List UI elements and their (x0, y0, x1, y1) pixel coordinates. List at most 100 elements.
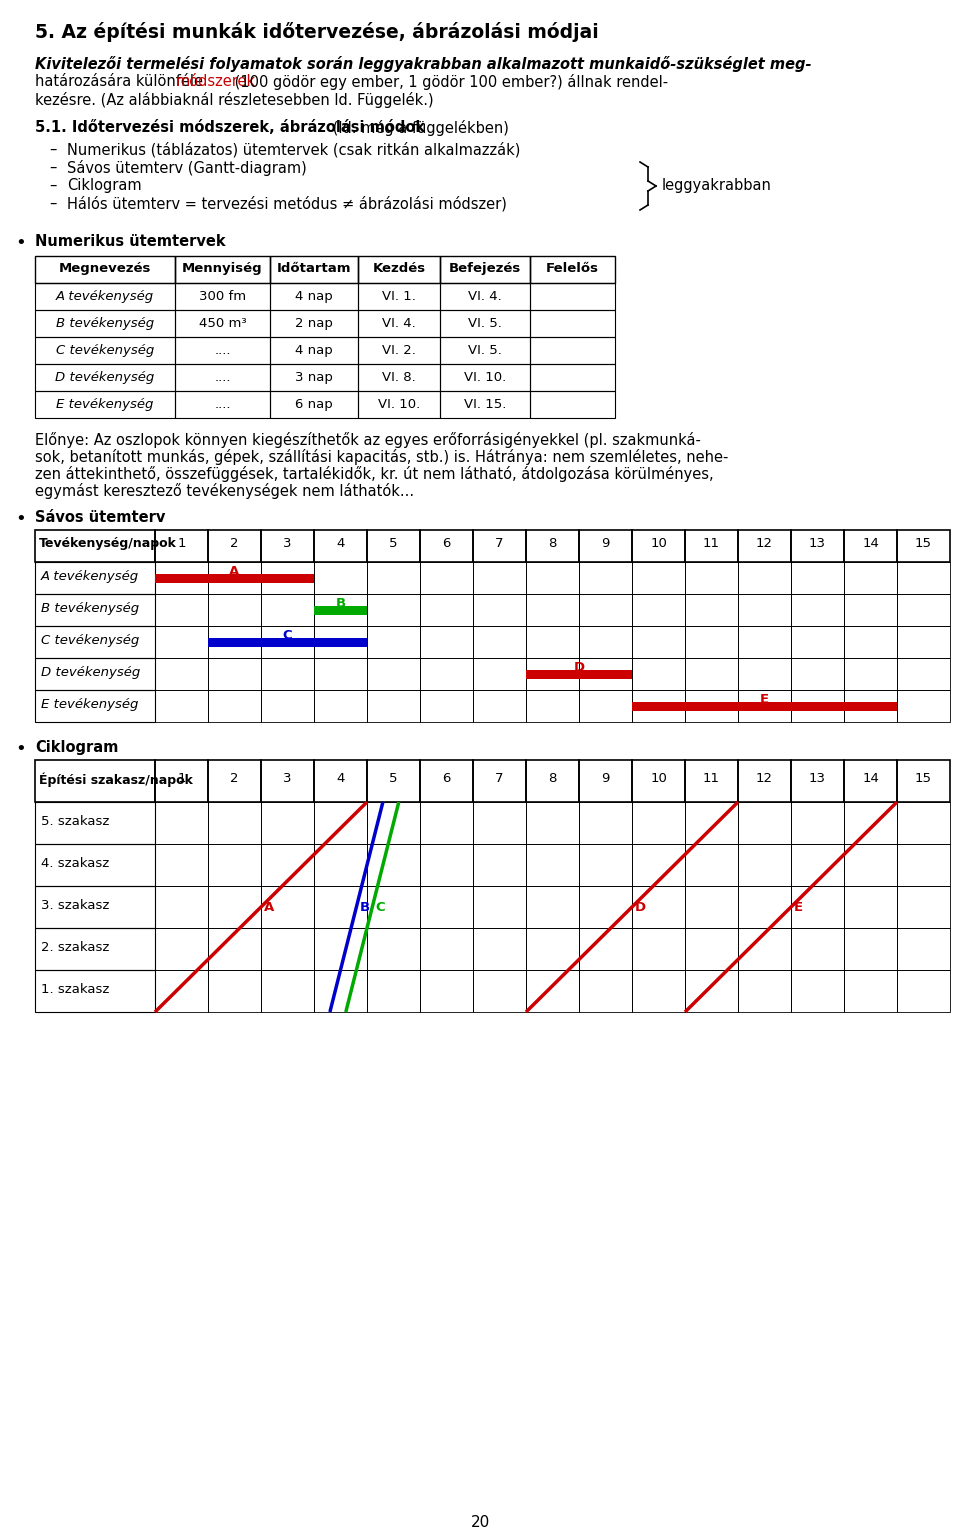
Bar (270, 256, 358, 283)
Bar (791, 929, 844, 970)
Text: D tevékenység: D tevékenység (41, 666, 140, 679)
Bar (261, 690, 314, 722)
Bar (897, 970, 950, 1011)
Bar (314, 802, 367, 845)
Text: A: A (264, 901, 275, 913)
Text: ....: .... (214, 398, 230, 412)
Bar (208, 886, 261, 929)
Bar (420, 594, 473, 626)
Bar (208, 690, 261, 722)
Bar (314, 594, 367, 626)
Bar (791, 626, 844, 658)
Text: VI. 4.: VI. 4. (468, 291, 502, 303)
Bar (685, 690, 738, 722)
Bar (473, 760, 526, 802)
Bar (420, 626, 473, 658)
Text: VI. 5.: VI. 5. (468, 317, 502, 330)
Bar (420, 970, 473, 1011)
Bar (473, 690, 526, 722)
Text: Numerikus (táblázatos) ütemtervek (csak ritkán alkalmazzák): Numerikus (táblázatos) ütemtervek (csak … (67, 142, 520, 158)
Bar (632, 701, 897, 710)
Text: 1: 1 (178, 537, 185, 549)
Bar (367, 529, 420, 562)
Text: Kivitelezői termelési folyamatok során leggyakrabban alkalmazott munkaidő-szüksé: Kivitelezői termelési folyamatok során l… (35, 57, 811, 72)
Text: Sávos ütemterv (Gantt-diagram): Sávos ütemterv (Gantt-diagram) (67, 161, 307, 176)
Bar (632, 658, 685, 690)
Bar (261, 802, 314, 845)
Bar (738, 529, 791, 562)
Bar (155, 562, 208, 594)
Bar (175, 392, 270, 418)
Bar (579, 658, 632, 690)
Text: C: C (375, 901, 385, 913)
Bar (208, 802, 261, 845)
Bar (579, 760, 632, 802)
Bar (440, 283, 530, 311)
Bar (35, 256, 175, 283)
Bar (175, 256, 270, 283)
Text: 4 nap: 4 nap (295, 291, 333, 303)
Bar (270, 337, 358, 364)
Text: 6 nap: 6 nap (295, 398, 333, 412)
Bar (261, 886, 314, 929)
Bar (175, 283, 270, 311)
Bar (208, 760, 261, 802)
Text: 300 fm: 300 fm (199, 291, 246, 303)
Bar (270, 364, 358, 392)
Text: 8: 8 (548, 537, 557, 549)
Bar (420, 658, 473, 690)
Bar (420, 802, 473, 845)
Text: Sávos ütemterv: Sávos ütemterv (35, 509, 165, 525)
Bar (261, 760, 314, 802)
Text: Időtartam: Időtartam (276, 262, 351, 275)
Bar (579, 845, 632, 886)
Text: 11: 11 (703, 537, 720, 549)
Bar (791, 970, 844, 1011)
Bar (420, 562, 473, 594)
Bar (358, 392, 440, 418)
Text: Kezdés: Kezdés (372, 262, 425, 275)
Text: Befejezés: Befejezés (449, 262, 521, 275)
Bar (358, 311, 440, 337)
Bar (579, 626, 632, 658)
Bar (261, 529, 314, 562)
Bar (530, 283, 615, 311)
Bar (367, 690, 420, 722)
Text: –: – (49, 161, 57, 174)
Bar (155, 802, 208, 845)
Bar (738, 760, 791, 802)
Bar (526, 802, 579, 845)
Text: 7: 7 (495, 537, 504, 549)
Text: D: D (573, 661, 585, 675)
Bar (526, 929, 579, 970)
Bar (473, 594, 526, 626)
Bar (473, 529, 526, 562)
Bar (473, 845, 526, 886)
Text: 6: 6 (443, 537, 450, 549)
Bar (473, 658, 526, 690)
Text: ....: .... (214, 370, 230, 384)
Bar (844, 886, 897, 929)
Bar (526, 529, 579, 562)
Text: C tevékenység: C tevékenység (41, 633, 139, 647)
Bar (526, 594, 579, 626)
Text: Hálós ütemterv = tervezési metódus ≠ ábrázolási módszer): Hálós ütemterv = tervezési metódus ≠ ábr… (67, 196, 507, 211)
Text: 1: 1 (178, 773, 185, 785)
Bar (844, 929, 897, 970)
Text: Építési szakasz/napok: Építési szakasz/napok (39, 773, 193, 786)
Bar (579, 690, 632, 722)
Text: leggyakrabban: leggyakrabban (662, 177, 772, 193)
Bar (738, 970, 791, 1011)
Bar (526, 658, 579, 690)
Bar (261, 845, 314, 886)
Bar (897, 802, 950, 845)
Bar (35, 364, 175, 392)
Bar (738, 562, 791, 594)
Text: 4 nap: 4 nap (295, 344, 333, 356)
Bar (261, 929, 314, 970)
Bar (738, 886, 791, 929)
Text: 15: 15 (915, 773, 932, 785)
Bar (791, 529, 844, 562)
Text: VI. 4.: VI. 4. (382, 317, 416, 330)
Bar (632, 529, 685, 562)
